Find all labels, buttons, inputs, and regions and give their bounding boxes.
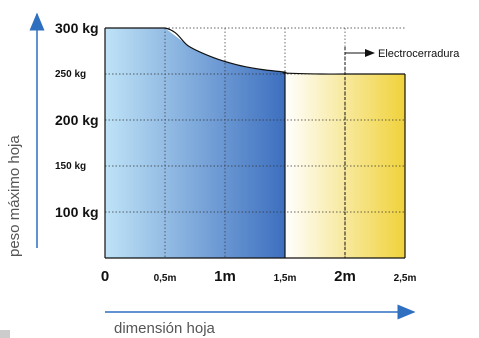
x-tick-label-1: 0,5m	[154, 273, 177, 284]
y-axis-title: peso máximo hoja	[6, 135, 23, 257]
x-tick-label-5: 2,5m	[394, 273, 417, 284]
y-tick-label-2: 200 kg	[55, 112, 99, 128]
x-tick-label-4: 2m	[334, 268, 356, 285]
plot-frame	[104, 27, 406, 259]
curve-layer	[105, 27, 405, 75]
y-tick-label-1: 150 kg	[55, 161, 86, 172]
y-tick-labels: 100 kg 150 kg 200 kg 250 kg 300 kg	[55, 20, 99, 220]
x-axis-title: dimensión hoja	[114, 320, 216, 337]
plot-fills	[105, 28, 405, 258]
x-tick-label-0: 0	[101, 268, 109, 285]
electrocerradura-label: Electrocerradura	[378, 48, 460, 60]
corner-marker	[0, 330, 10, 338]
y-tick-label-3: 250 kg	[55, 69, 86, 80]
x-tick-label-3: 1,5m	[274, 273, 297, 284]
max-weight-curve	[105, 27, 405, 75]
electrocerradura-annotation: Electrocerradura	[344, 47, 460, 258]
series-0-area	[105, 28, 285, 258]
y-tick-label-4: 300 kg	[55, 20, 99, 36]
y-tick-label-0: 100 kg	[55, 204, 99, 220]
x-tick-label-2: 1m	[214, 268, 236, 285]
x-tick-labels: 0 0,5m 1m 1,5m 2m 2,5m	[101, 268, 417, 285]
